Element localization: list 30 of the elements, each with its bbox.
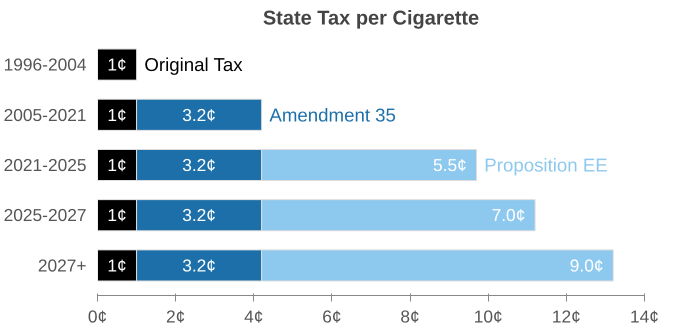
data-label: 1¢	[107, 54, 127, 75]
data-label: 3.2¢	[182, 255, 216, 276]
y-tick-label: 1996-2004	[4, 54, 87, 75]
x-tick-label: 4¢	[244, 306, 264, 326]
x-tick-label: 2¢	[166, 306, 186, 326]
y-tick-label: 2027+	[38, 255, 87, 276]
x-tick-label: 8¢	[400, 306, 420, 326]
data-label: 3.2¢	[182, 205, 216, 226]
data-label: 1¢	[107, 205, 127, 226]
y-tick-label: 2025-2027	[4, 205, 87, 226]
series-label: Amendment 35	[269, 104, 396, 126]
y-tick-label: 2021-2025	[4, 155, 87, 175]
data-label: 3.2¢	[182, 155, 216, 175]
data-label: 9.0¢	[570, 255, 604, 276]
series-label: Proposition EE	[484, 154, 608, 176]
data-label: 3.2¢	[182, 104, 216, 125]
y-tick-label: 2005-2021	[4, 104, 87, 125]
x-tick-label: 14¢	[630, 306, 659, 326]
x-tick-label: 10¢	[474, 306, 503, 326]
data-label: 7.0¢	[492, 205, 526, 226]
x-tick-label: 6¢	[322, 306, 342, 326]
data-label: 1¢	[107, 104, 127, 125]
data-label: 1¢	[107, 155, 127, 175]
series-label: Original Tax	[144, 54, 244, 76]
x-tick-label: 12¢	[552, 306, 581, 326]
x-tick-label: 0¢	[88, 306, 108, 326]
bar	[98, 48, 138, 81]
data-label: 1¢	[107, 255, 127, 276]
chart-title: State Tax per Cigarette	[262, 8, 480, 30]
data-label: 5.5¢	[433, 155, 467, 175]
